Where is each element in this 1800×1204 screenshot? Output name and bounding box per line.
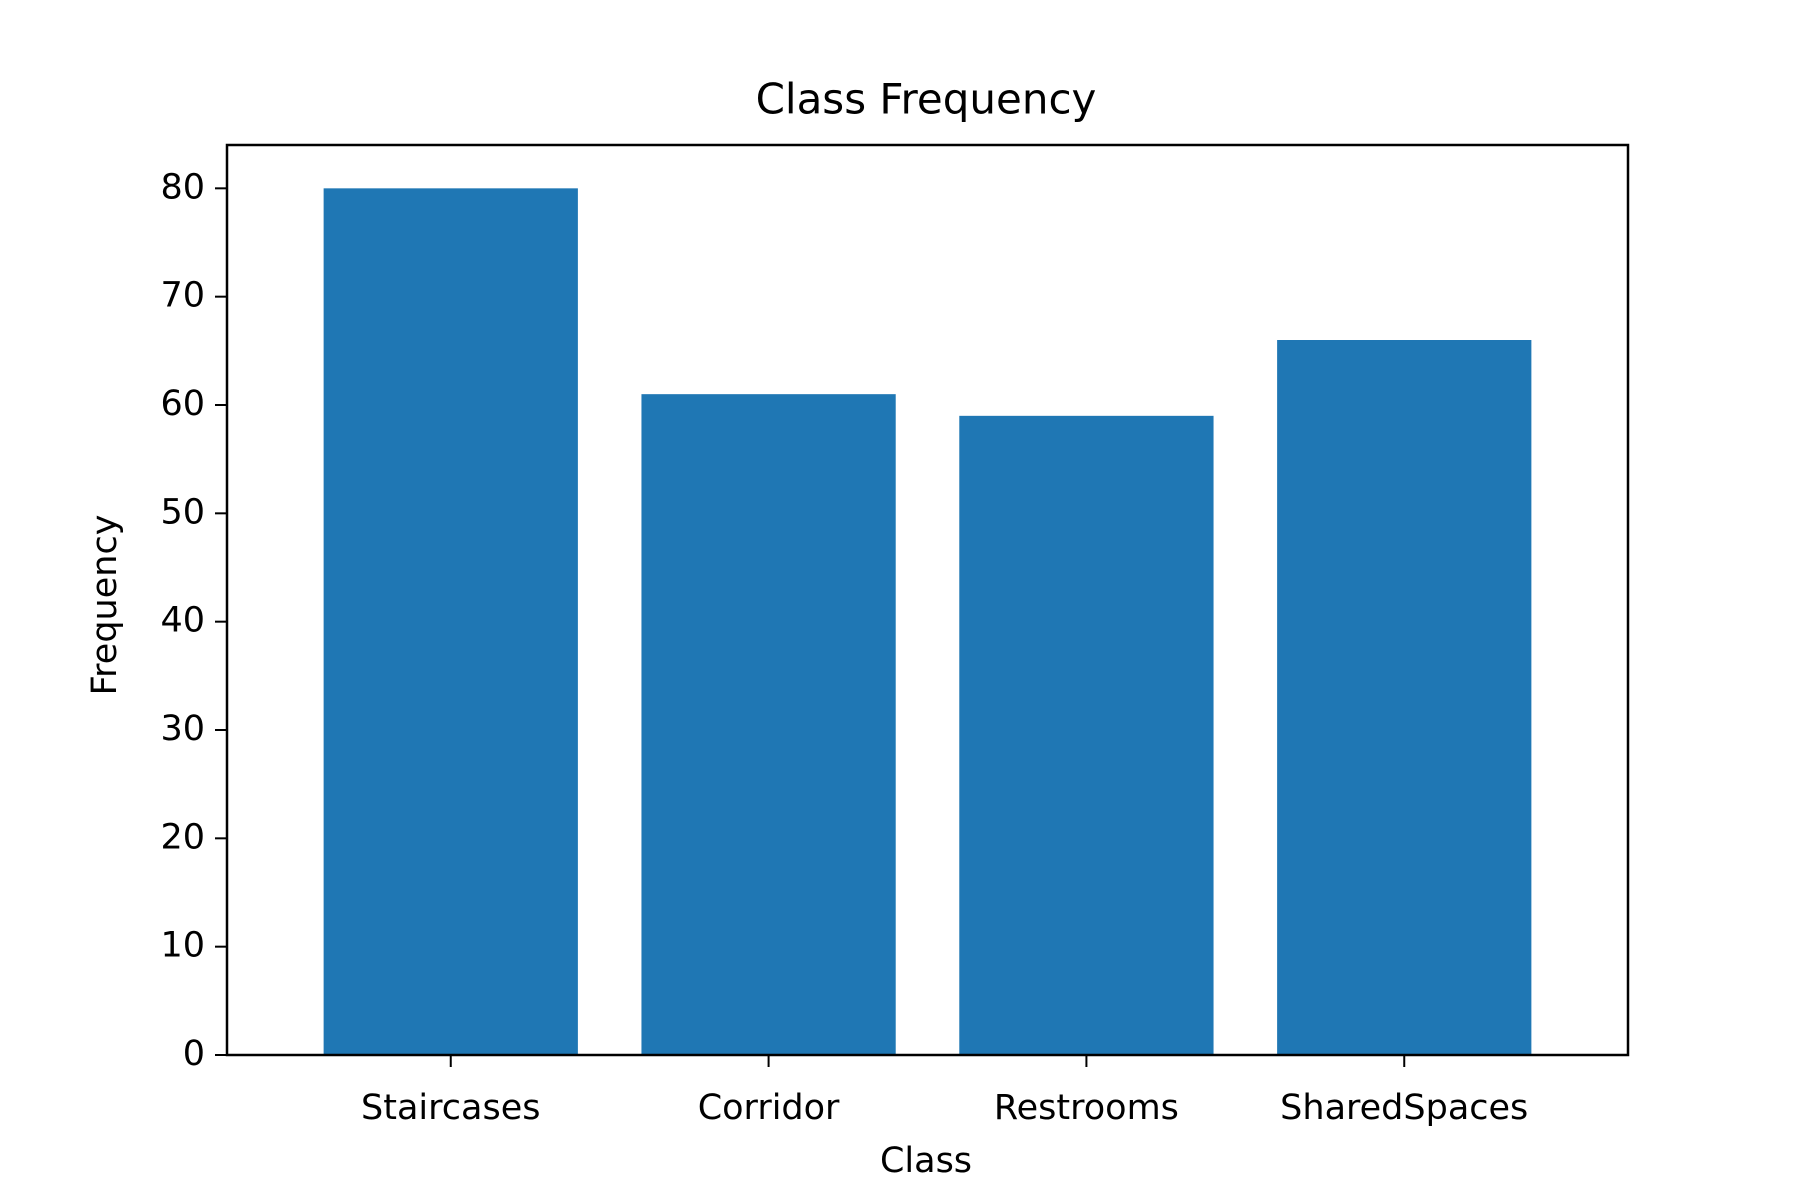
y-tick-label: 80 bbox=[160, 167, 205, 207]
bar-corridor bbox=[641, 394, 896, 1056]
x-axis-label: Class bbox=[880, 1141, 972, 1181]
y-axis: 0 10 20 30 40 50 60 70 80 bbox=[160, 167, 227, 1074]
y-tick-label: 30 bbox=[160, 709, 205, 749]
bar-restrooms bbox=[959, 415, 1214, 1055]
y-axis-label: Frequency bbox=[85, 515, 125, 696]
y-tick-label: 10 bbox=[160, 926, 205, 966]
y-tick-label: 70 bbox=[160, 276, 205, 316]
y-tick-label: 20 bbox=[160, 817, 205, 857]
x-tick-label: Corridor bbox=[698, 1088, 840, 1128]
chart-title: Class Frequency bbox=[756, 75, 1097, 124]
y-tick-label: 50 bbox=[160, 492, 205, 532]
plot-frame bbox=[225, 143, 1630, 1057]
x-tick-label: Staircases bbox=[361, 1088, 540, 1128]
x-axis: Staircases Corridor Restrooms SharedSpaces bbox=[361, 1055, 1528, 1128]
y-tick-label: 60 bbox=[160, 384, 205, 424]
y-tick-label: 0 bbox=[183, 1034, 205, 1074]
bar-sharedspaces bbox=[1277, 340, 1532, 1055]
bar-staircases bbox=[323, 188, 578, 1056]
y-tick-label: 40 bbox=[160, 601, 205, 641]
x-tick-label: Restrooms bbox=[994, 1088, 1179, 1128]
x-tick-label: SharedSpaces bbox=[1280, 1088, 1528, 1128]
bars-layer bbox=[323, 188, 1532, 1056]
